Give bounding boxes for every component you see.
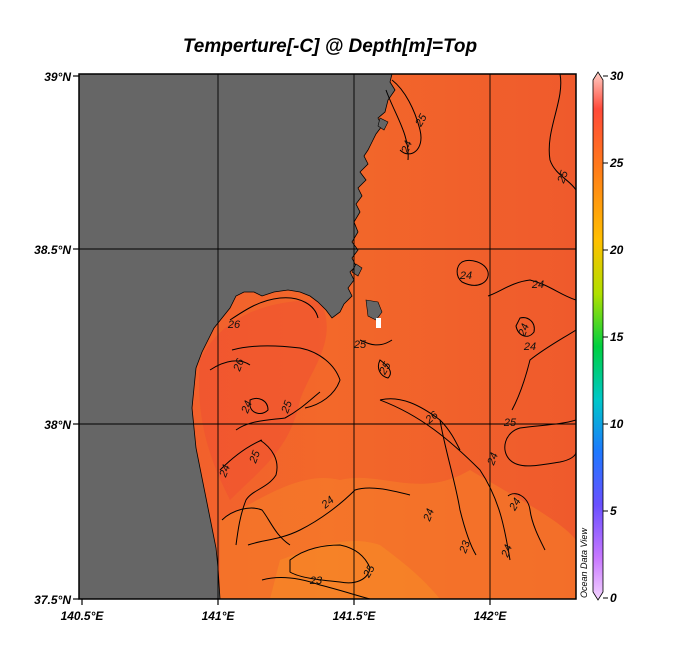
contour-label: 24 [217,463,233,480]
colorbar-tick-label: 15 [610,330,624,344]
island-white [376,318,381,328]
contour-label: 26 [227,319,241,331]
contour-label: 23 [309,575,323,587]
contour-label: 25 [353,339,367,351]
contour-label: 25 [503,417,517,429]
colorbar-tick-label: 10 [610,417,624,431]
map-frame [78,73,577,600]
cool-region-core [270,540,440,599]
graticule [79,74,576,599]
colorbar-tick-label: 30 [610,69,624,83]
colorbar-tick-label: 20 [609,243,624,257]
contour-label: 24 [507,496,524,513]
contour-label: 23 [457,538,473,555]
contour-lines [209,74,576,599]
contour-label: 24 [516,322,532,339]
contour-label: 25 [279,398,295,415]
contour-label: 26 [231,356,247,373]
colorbar-tick-label: 0 [610,591,617,605]
contour-label: 24 [485,451,501,468]
map-title: Temperture[-C] @ Depth[m]=Top [182,36,478,57]
x-tick-label: 141.5°E [333,609,377,623]
contour-label: 25 [247,448,263,465]
contour-label: 24 [399,139,415,156]
y-tick-label: 37.5°N [34,593,71,607]
watermark: Ocean Data View [579,528,589,598]
island [351,263,363,277]
contour-label: 25 [555,168,571,185]
y-tick-label: 38.5°N [34,243,71,257]
colorbar: 30 25 20 15 10 5 0 [592,69,624,605]
contour-label: 24 [499,543,515,560]
contour-label: 24 [531,279,544,291]
colorbar-tick-label: 25 [609,156,624,170]
contour-label: 24 [239,399,255,416]
land-mass [79,74,396,599]
contour-label: 24 [421,507,437,524]
island [365,299,383,321]
x-tick-label: 141°E [202,609,236,623]
island [377,117,389,131]
contour-label: 24 [459,270,472,282]
colorbar-bar [592,71,604,601]
colorbar-tick-label: 5 [610,504,617,518]
x-tick-label: 140.5°E [61,609,105,623]
y-tick-label: 38°N [44,418,71,432]
y-tick-label: 39°N [44,70,71,84]
contour-label: 24 [523,341,536,353]
x-tick-label: 142°E [474,609,508,623]
tick-marks [73,75,491,605]
